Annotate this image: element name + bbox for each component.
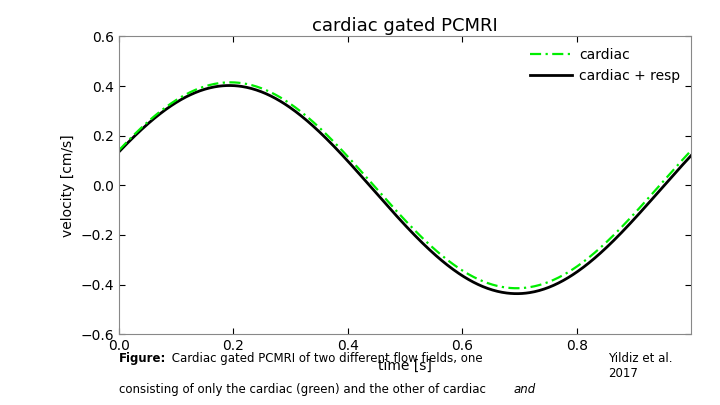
Text: Figure:: Figure: (119, 352, 166, 365)
cardiac + resp (374, 194, 383, 198)
cardiac + resp (547, 284, 556, 289)
cardiac (498, 284, 506, 289)
cardiac (547, 278, 556, 283)
cardiac (453, 264, 462, 269)
cardiac (216, 81, 225, 85)
Text: consisting of only the cardiac (green) and the other of cardiac: consisting of only the cardiac (green) a… (119, 383, 490, 396)
cardiac + resp (263, 92, 271, 96)
cardiac (374, 189, 383, 194)
cardiac + resp (216, 83, 225, 88)
Title: cardiac gated PCMRI: cardiac gated PCMRI (312, 17, 498, 35)
Y-axis label: velocity [cm/s]: velocity [cm/s] (60, 134, 75, 237)
Text: Cardiac gated PCMRI of two different flow fields, one: Cardiac gated PCMRI of two different flo… (168, 352, 482, 365)
cardiac + resp (114, 149, 123, 154)
Legend: cardiac, cardiac + resp: cardiac, cardiac + resp (526, 43, 684, 87)
cardiac (687, 148, 696, 153)
cardiac + resp (498, 290, 506, 295)
cardiac (114, 148, 123, 153)
Text: Yildiz et al.
2017: Yildiz et al. 2017 (608, 352, 673, 380)
cardiac (512, 286, 521, 291)
cardiac + resp (225, 83, 234, 88)
cardiac (263, 88, 271, 93)
cardiac + resp (512, 291, 521, 296)
cardiac + resp (453, 270, 462, 275)
cardiac + resp (687, 153, 696, 158)
X-axis label: time [s]: time [s] (378, 358, 432, 373)
cardiac (226, 80, 235, 85)
Line: cardiac + resp: cardiac + resp (119, 85, 691, 294)
Text: and: and (513, 383, 536, 396)
Line: cardiac: cardiac (119, 82, 691, 288)
